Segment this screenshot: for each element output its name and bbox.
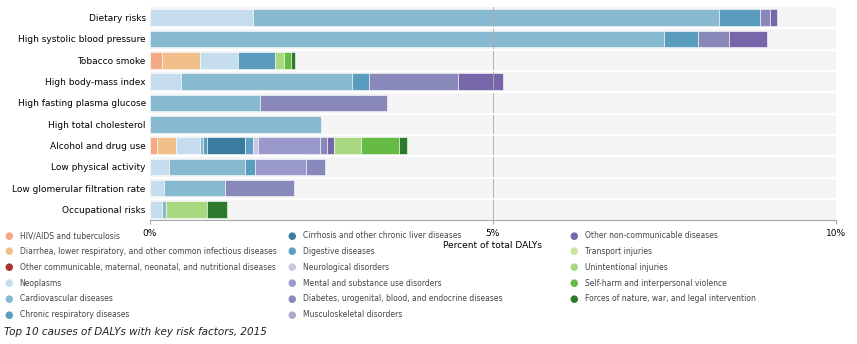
Bar <box>162 201 165 218</box>
Text: Cirrhosis and other chronic liver diseases: Cirrhosis and other chronic liver diseas… <box>303 231 461 240</box>
Bar <box>306 159 326 175</box>
Text: ●: ● <box>287 310 296 320</box>
Bar <box>176 137 200 154</box>
Bar <box>284 52 291 68</box>
Text: ●: ● <box>287 230 296 241</box>
Bar <box>258 137 320 154</box>
Bar <box>361 137 399 154</box>
Text: Transport injuries: Transport injuries <box>585 247 652 256</box>
Bar <box>664 31 698 47</box>
Bar <box>369 73 458 90</box>
Bar <box>164 180 225 196</box>
Text: ●: ● <box>4 262 13 272</box>
Bar <box>150 31 664 47</box>
Bar <box>291 52 296 68</box>
Bar <box>244 137 253 154</box>
Bar <box>150 180 164 196</box>
Text: ●: ● <box>4 278 13 288</box>
Text: ●: ● <box>4 246 13 257</box>
Bar <box>760 9 770 26</box>
Text: Neurological disorders: Neurological disorders <box>303 263 388 272</box>
Text: ●: ● <box>570 278 578 288</box>
Bar <box>260 95 387 111</box>
Text: Unintentional injuries: Unintentional injuries <box>585 263 668 272</box>
Bar <box>253 137 258 154</box>
Bar <box>333 137 361 154</box>
Bar <box>169 159 244 175</box>
Text: Mental and substance use disorders: Mental and substance use disorders <box>303 279 441 288</box>
Text: ●: ● <box>570 246 578 257</box>
Bar <box>207 201 227 218</box>
Text: ●: ● <box>570 262 578 272</box>
Bar <box>244 159 255 175</box>
Bar <box>150 95 260 111</box>
Bar <box>157 137 176 154</box>
Bar <box>150 159 169 175</box>
Bar <box>150 52 162 68</box>
Text: HIV/AIDS and tuberculosis: HIV/AIDS and tuberculosis <box>20 231 120 240</box>
Bar <box>150 137 157 154</box>
Bar <box>255 159 306 175</box>
Bar <box>352 73 369 90</box>
Text: Musculoskeletal disorders: Musculoskeletal disorders <box>303 310 402 319</box>
Text: Cardiovascular diseases: Cardiovascular diseases <box>20 294 112 303</box>
Bar <box>150 73 181 90</box>
Text: Self-harm and interpersonal violence: Self-harm and interpersonal violence <box>585 279 727 288</box>
Bar <box>458 73 503 90</box>
Text: ●: ● <box>287 262 296 272</box>
Text: Forces of nature, war, and legal intervention: Forces of nature, war, and legal interve… <box>585 294 756 303</box>
Text: Top 10 causes of DALYs with key risk factors, 2015: Top 10 causes of DALYs with key risk fac… <box>4 327 267 337</box>
Text: ●: ● <box>570 294 578 304</box>
Bar <box>150 201 162 218</box>
Bar <box>200 52 237 68</box>
Text: Diarrhea, lower respiratory, and other common infectious diseases: Diarrhea, lower respiratory, and other c… <box>20 247 277 256</box>
Text: Chronic respiratory diseases: Chronic respiratory diseases <box>20 310 129 319</box>
Bar <box>275 52 284 68</box>
Bar <box>320 137 327 154</box>
Text: ●: ● <box>287 294 296 304</box>
Bar <box>729 31 767 47</box>
Bar <box>150 9 253 26</box>
X-axis label: Percent of total DALYs: Percent of total DALYs <box>443 241 542 250</box>
Bar <box>399 137 407 154</box>
Text: Diabetes, urogenital, blood, and endocrine diseases: Diabetes, urogenital, blood, and endocri… <box>303 294 502 303</box>
Text: Other non-communicable diseases: Other non-communicable diseases <box>585 231 718 240</box>
Bar <box>165 201 207 218</box>
Bar <box>327 137 333 154</box>
Bar <box>150 116 321 132</box>
Text: ●: ● <box>287 246 296 257</box>
Bar <box>237 52 275 68</box>
Text: ●: ● <box>4 310 13 320</box>
Text: ●: ● <box>4 294 13 304</box>
Text: Neoplasms: Neoplasms <box>20 279 62 288</box>
Bar <box>719 9 760 26</box>
Text: ●: ● <box>287 278 296 288</box>
Bar <box>203 137 207 154</box>
Bar <box>181 73 352 90</box>
Text: Other communicable, maternal, neonatal, and nutritional diseases: Other communicable, maternal, neonatal, … <box>20 263 276 272</box>
Bar <box>200 137 203 154</box>
Bar <box>698 31 729 47</box>
Text: ●: ● <box>570 230 578 241</box>
Bar <box>207 137 244 154</box>
Text: ●: ● <box>4 230 13 241</box>
Bar <box>253 9 719 26</box>
Bar <box>770 9 777 26</box>
Bar <box>162 52 200 68</box>
Text: Digestive diseases: Digestive diseases <box>303 247 375 256</box>
Bar <box>225 180 294 196</box>
